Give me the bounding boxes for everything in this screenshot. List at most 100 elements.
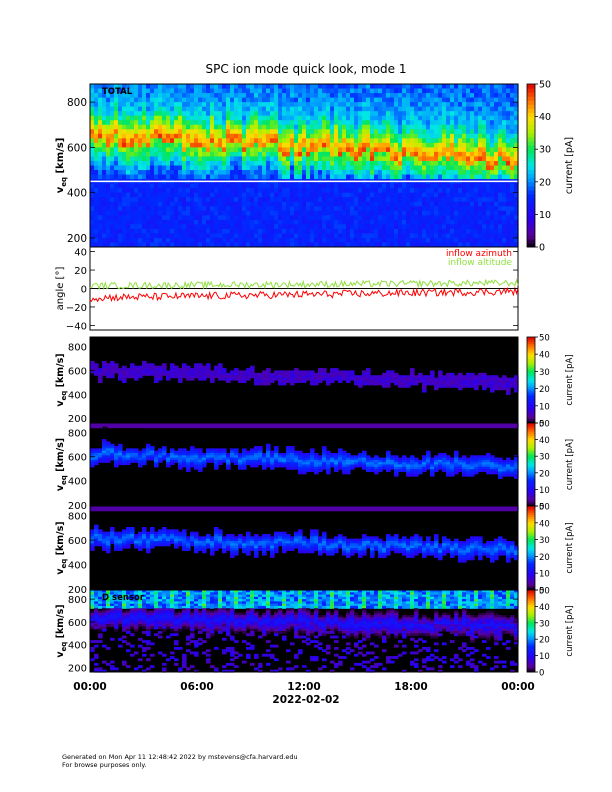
spectrogram-cell — [470, 120, 475, 126]
spectrogram-cell — [286, 224, 291, 230]
spectrogram-cell — [106, 459, 111, 463]
spectrogram-cell — [354, 138, 359, 144]
spectrogram-cell — [126, 147, 131, 153]
spectrogram-cell — [462, 183, 467, 189]
spectrogram-cell — [310, 93, 315, 99]
spectrogram-cell — [386, 97, 391, 103]
spectrogram-cell — [458, 197, 463, 203]
spectrogram-cell — [274, 88, 279, 94]
spectrogram-cell — [310, 377, 315, 381]
spectrogram-cell — [390, 237, 395, 244]
spectrogram-cell — [170, 138, 175, 144]
spectrogram-cell — [178, 459, 183, 463]
spectrogram-cell — [466, 106, 471, 112]
spectrogram-cell — [394, 377, 399, 381]
spectrogram-cell — [230, 455, 235, 459]
spectrogram-cell — [414, 120, 419, 126]
spectrogram-cell — [266, 237, 271, 244]
spectrogram-cell — [214, 151, 219, 158]
spectrogram-cell — [118, 224, 123, 230]
spectrogram-cell — [198, 170, 203, 176]
spectrogram-cell — [486, 174, 491, 180]
spectrogram-cell — [150, 370, 155, 374]
spectrogram-cell — [146, 84, 151, 90]
spectrogram-cell — [266, 97, 271, 103]
spectrogram-cell — [358, 165, 363, 171]
spectrogram-cell — [186, 115, 191, 121]
spectrogram-cell — [342, 375, 347, 379]
spectrogram-cell — [110, 237, 115, 244]
spectrogram-cell — [122, 455, 127, 459]
spectrogram-cell — [186, 462, 191, 466]
spectrogram-cell — [358, 242, 363, 248]
spectrogram-cell — [118, 138, 123, 144]
spectrogram-cell — [294, 88, 299, 94]
spectrogram-cell — [110, 457, 115, 461]
spectrogram-cell — [202, 133, 207, 139]
spectrogram-cell — [510, 84, 515, 90]
spectrogram-cell — [454, 233, 459, 239]
spectrogram-cell — [378, 174, 383, 180]
spectrogram-cell — [418, 197, 423, 203]
spectrogram-cell — [262, 210, 267, 216]
spectrogram-cell — [222, 425, 227, 429]
spectrogram-cell — [498, 138, 503, 144]
spectrogram-cell — [310, 228, 315, 235]
spectrogram-cell — [234, 368, 239, 372]
spectrogram-cell — [442, 133, 447, 139]
spectrogram-cell — [422, 219, 427, 225]
spectrogram-cell — [166, 142, 171, 148]
spectrogram-cell — [138, 165, 143, 171]
spectrogram-cell — [442, 380, 447, 383]
spectrogram-cell — [398, 377, 403, 381]
spectrogram-cell — [390, 219, 395, 225]
spectrogram-cell — [330, 88, 335, 94]
spectrogram-cell — [214, 219, 219, 225]
spectrogram-cell — [502, 120, 507, 126]
spectrogram-cell — [114, 106, 119, 112]
spectrogram-cell — [262, 129, 267, 135]
spectrogram-cell — [406, 84, 411, 90]
spectrogram-cell — [346, 237, 351, 244]
spectrogram-cell — [142, 183, 147, 189]
spectrogram-cell — [194, 165, 199, 171]
spectrogram-cell — [362, 174, 367, 180]
spectrogram-cell — [254, 174, 259, 180]
spectrogram-cell — [234, 201, 239, 207]
spectrogram-cell — [102, 423, 107, 426]
spectrogram-cell — [230, 115, 235, 121]
spectrogram-cell — [210, 375, 215, 379]
spectrogram-cell — [162, 138, 167, 144]
spectrogram-cell — [106, 138, 111, 144]
spectrogram-cell — [262, 88, 267, 94]
spectrogram-cell — [462, 382, 467, 386]
spectrogram-cell — [174, 459, 179, 463]
spectrogram-cell — [206, 228, 211, 235]
spectrogram-cell — [334, 377, 339, 381]
spectrogram-cell — [334, 206, 339, 212]
spectrogram-cell — [290, 188, 295, 194]
spectrogram-cell — [234, 106, 239, 112]
spectrogram-cell — [122, 215, 127, 221]
spectrogram-cell — [382, 380, 387, 383]
spectrogram-cell — [310, 380, 315, 383]
spectrogram-cell — [298, 380, 303, 383]
spectrogram-cell — [486, 106, 491, 112]
spectrogram-cell — [278, 192, 283, 198]
spectrogram-cell — [106, 425, 111, 429]
spectrogram-cell — [262, 111, 267, 117]
spectrogram-cell — [174, 365, 179, 369]
spectrogram-cell — [338, 375, 343, 379]
spectrogram-cell — [130, 183, 135, 189]
spectrogram-cell — [238, 170, 243, 176]
spectrogram-cell — [466, 210, 471, 216]
colorbar-cell — [527, 202, 535, 207]
spectrogram-cell — [138, 219, 143, 225]
spectrogram-cell — [258, 84, 263, 90]
spectrogram-cell — [182, 455, 187, 459]
spectrogram-cell — [130, 452, 135, 456]
spectrogram-cell — [406, 377, 411, 381]
spectrogram-cell — [146, 237, 151, 244]
spectrogram-cell — [506, 197, 511, 203]
spectrogram-cell — [318, 129, 323, 135]
